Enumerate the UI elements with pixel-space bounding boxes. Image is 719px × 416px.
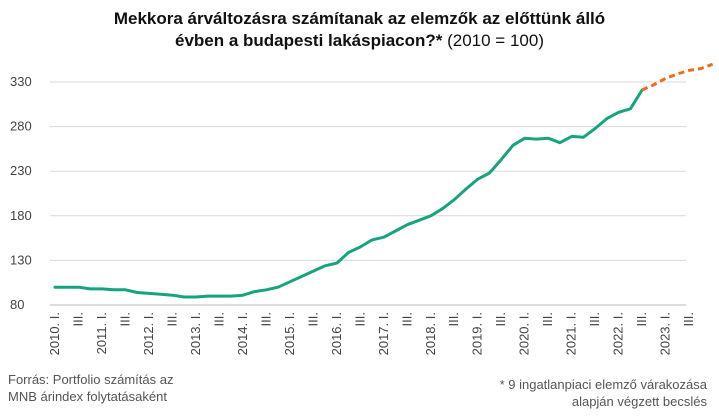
x-tick-label: III.: [117, 312, 132, 326]
y-tick-label: 180: [10, 208, 32, 223]
x-tick-label: III.: [164, 312, 179, 326]
x-tick-label: III.: [258, 312, 273, 326]
x-tick-label: III.: [70, 312, 85, 326]
source-line-1: Forrás: Portfolio számítás az: [8, 372, 174, 387]
x-tick-label: 2020. I.: [517, 312, 532, 355]
y-tick-label: 80: [10, 297, 24, 312]
x-tick-label: III.: [352, 312, 367, 326]
y-tick-label: 230: [10, 163, 32, 178]
actual-series-line: [53, 88, 644, 299]
x-tick-label: 2014. I.: [235, 312, 250, 355]
x-tick-label: 2017. I.: [376, 312, 391, 355]
x-tick-label: III.: [681, 312, 696, 326]
x-tick-label: III.: [540, 312, 555, 326]
x-tick-label: 2022. I.: [611, 312, 626, 355]
title-line-1: Mekkora árváltozásra számítanak az elemz…: [113, 9, 606, 28]
x-tick-label: 2013. I.: [188, 312, 203, 355]
source-line-2: MNB árindex folytatásaként: [8, 389, 167, 404]
x-tick-label: III.: [493, 312, 508, 326]
chart-title: Mekkora árváltozásra számítanak az elemz…: [0, 8, 719, 52]
x-tick-label: 2010. I.: [47, 312, 62, 355]
y-tick-label: 330: [10, 74, 32, 89]
y-tick-label: 280: [10, 119, 32, 134]
x-tick-label: 2012. I.: [141, 312, 156, 355]
x-tick-label: III.: [399, 312, 414, 326]
x-tick-label: III.: [634, 312, 649, 326]
x-tick-label: III.: [446, 312, 461, 326]
forecast-series-line: [641, 62, 714, 92]
footnote-line-1: * 9 ingatlanpiaci elemző várakozása: [499, 377, 707, 392]
x-tick-label: III.: [305, 312, 320, 326]
x-tick-label: 2016. I.: [329, 312, 344, 355]
title-unit: (2010 = 100): [442, 31, 544, 50]
x-tick-label: III.: [211, 312, 226, 326]
footnote: * 9 ingatlanpiaci elemző várakozása alap…: [500, 376, 707, 410]
x-tick-label: 2023. I.: [658, 312, 673, 355]
x-tick-label: 2019. I.: [470, 312, 485, 355]
x-tick-label: 2015. I.: [282, 312, 297, 355]
footnote-line-2: alapján végzett becslés: [571, 394, 707, 409]
x-tick-label: 2021. I.: [564, 312, 579, 355]
source-note: Forrás: Portfolio számítás az MNB árinde…: [8, 371, 173, 405]
x-tick-label: 2011. I.: [94, 312, 109, 354]
title-line-2: évben a budapesti lakáspiacon?*: [175, 31, 443, 50]
x-tick-label: 2018. I.: [423, 312, 438, 355]
x-tick-label: III.: [587, 312, 602, 326]
y-tick-label: 130: [10, 252, 32, 267]
